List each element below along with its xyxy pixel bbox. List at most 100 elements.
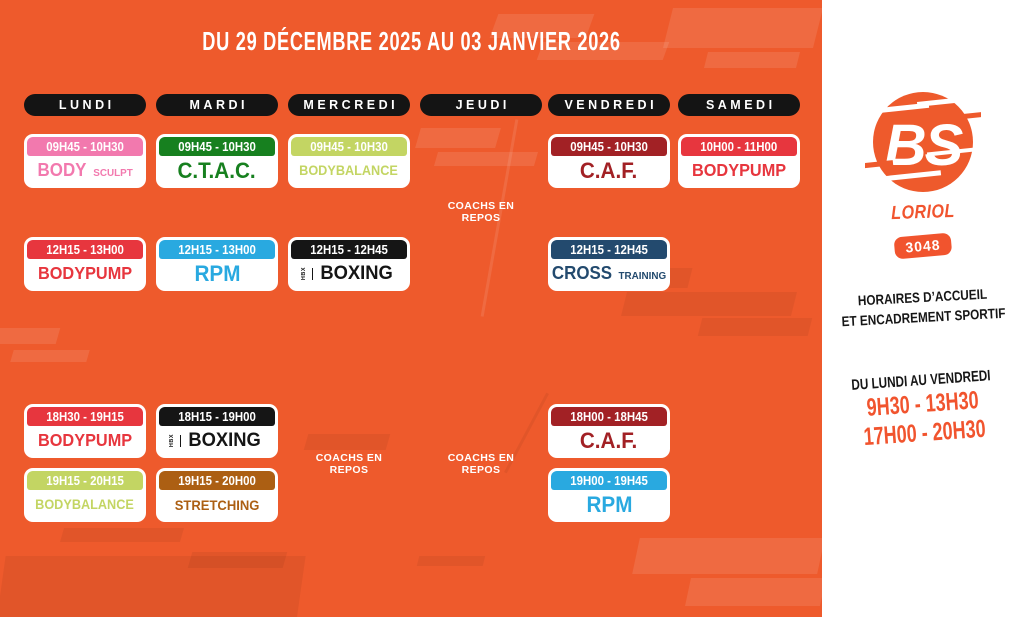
day-header-samedi: SAMEDI <box>678 94 800 116</box>
class-name: BODYPUMP <box>37 430 133 450</box>
class-name: BODYBALANCE <box>299 163 399 178</box>
rest-note-line: COACHS EN <box>447 200 515 212</box>
class-card-rpm: 12H15 - 13H00 RPM <box>156 237 278 291</box>
class-name: BODY <box>38 160 87 180</box>
class-time: 18H00 - 18H45 <box>551 407 667 426</box>
class-name: STRETCHING <box>174 496 260 513</box>
hbx-brand-icon: HBX <box>169 433 176 448</box>
class-card-caf: 18H00 - 18H45 C.A.F. <box>548 404 670 458</box>
hbx-divider <box>311 267 314 280</box>
day-header-jeudi: JEUDI <box>420 94 542 116</box>
class-card-body: CROSS TRAINING <box>551 259 667 288</box>
class-card-ctac: 09H45 - 10H30 C.T.A.C. <box>156 134 278 188</box>
class-card-body: BODY SCULPT <box>27 156 143 185</box>
class-card-body: 09H45 - 10H30 BODY SCULPT <box>24 134 146 188</box>
class-card-caf: 09H45 - 10H30 C.A.F. <box>548 134 670 188</box>
opening-info-heading: HORAIRES D’ACCUEIL ET ENCADREMENT SPORTI… <box>821 282 1024 333</box>
class-name: C.A.F. <box>580 157 638 183</box>
class-card-body: HBX BOXING <box>159 426 275 455</box>
class-time: 12H15 - 13H00 <box>27 240 143 259</box>
class-card-body: BODYPUMP <box>27 259 143 288</box>
class-card-boxing: 18H15 - 19H00 HBX BOXING <box>156 404 278 458</box>
class-time: 09H45 - 10H30 <box>551 137 667 156</box>
poster-title: DU 29 DÉCEMBRE 2025 AU 03 JANVIER 2026 <box>202 26 621 56</box>
background-shape <box>697 318 813 336</box>
coachs-en-repos-note: COACHS EN REPOS <box>288 452 410 476</box>
class-card-bodypump: 18H30 - 19H15 BODYPUMP <box>24 404 146 458</box>
background-shape <box>303 434 391 450</box>
class-card-body: HBX BOXING <box>291 259 407 288</box>
class-name: BODYPUMP <box>691 160 787 180</box>
class-name: BOXING <box>188 429 262 451</box>
class-card-body: C.A.F. <box>551 426 667 455</box>
day-header-vendredi: VENDREDI <box>548 94 670 116</box>
class-time: 18H30 - 19H15 <box>27 407 143 426</box>
class-name: RPM <box>194 260 240 286</box>
class-name: BODYBALANCE <box>35 497 135 512</box>
class-card-cross: 12H15 - 12H45 CROSS TRAINING <box>548 237 670 291</box>
class-card-rpm: 19H00 - 19H45 RPM <box>548 468 670 522</box>
class-card-body: C.T.A.C. <box>159 156 275 185</box>
background-shape <box>433 152 539 166</box>
class-card-body: BODYBALANCE <box>291 156 407 185</box>
class-name: C.T.A.C. <box>177 157 257 183</box>
class-card-stretching: 19H15 - 20H00 STRETCHING <box>156 468 278 522</box>
hbx-brand-icon: HBX <box>301 266 308 281</box>
background-shape <box>416 556 486 566</box>
class-card-body: BODYPUMP <box>681 156 797 185</box>
rest-note-line: REPOS <box>329 464 369 477</box>
class-time: 19H00 - 19H45 <box>551 471 667 490</box>
day-header-lundi: LUNDI <box>24 94 146 116</box>
background-shape <box>685 578 826 606</box>
class-time: 09H45 - 10H30 <box>27 137 143 156</box>
class-time: 19H15 - 20H00 <box>159 471 275 490</box>
class-card-bodypump: 12H15 - 13H00 BODYPUMP <box>24 237 146 291</box>
class-card-body: BODYPUMP <box>27 426 143 455</box>
class-name-suffix: TRAINING <box>618 270 667 282</box>
class-name: C.A.F. <box>580 427 638 453</box>
coachs-en-repos-note: COACHS EN REPOS <box>420 200 542 224</box>
info-sidebar: BS LORIOL 3048 HORAIRES D’ACCUEIL ET ENC… <box>822 0 1024 617</box>
rest-note-line: REPOS <box>461 464 501 477</box>
class-time: 12H15 - 12H45 <box>291 240 407 259</box>
class-time: 18H15 - 19H00 <box>159 407 275 426</box>
class-card-body: C.A.F. <box>551 156 667 185</box>
class-card-body: RPM <box>159 259 275 288</box>
class-card-bodybalance: 09H45 - 10H30 BODYBALANCE <box>288 134 410 188</box>
day-header-mercredi: MERCREDI <box>288 94 410 116</box>
club-location: LORIOL <box>890 200 956 225</box>
hbx-divider <box>179 434 182 447</box>
opening-hours-block: DU LUNDI AU VENDREDI 9H30 - 13H30 17H00 … <box>820 365 1024 454</box>
rest-note-line: REPOS <box>461 212 501 225</box>
class-card-boxing: 12H15 - 12H45 HBX BOXING <box>288 237 410 291</box>
class-name-suffix: SCULPT <box>92 167 133 179</box>
coachs-en-repos-note: COACHS EN REPOS <box>420 452 542 476</box>
background-shape <box>10 350 90 362</box>
background-shape <box>59 528 185 542</box>
class-name: BOXING <box>320 262 394 284</box>
class-card-bodypump: 10H00 - 11H00 BODYPUMP <box>678 134 800 188</box>
class-card-body: BODYBALANCE <box>27 490 143 519</box>
class-time: 12H15 - 13H00 <box>159 240 275 259</box>
class-time: 09H45 - 10H30 <box>159 137 275 156</box>
background-shape <box>0 328 61 344</box>
class-time: 19H15 - 20H15 <box>27 471 143 490</box>
class-name: BODYPUMP <box>37 263 133 283</box>
background-shape <box>632 538 825 574</box>
club-number-badge: 3048 <box>893 232 953 260</box>
background-shape <box>621 292 797 316</box>
class-time: 10H00 - 11H00 <box>681 137 797 156</box>
background-shape <box>415 128 501 148</box>
class-time: 12H15 - 12H45 <box>551 240 667 259</box>
bs-club-logo: BS <box>865 92 981 192</box>
class-card-body: STRETCHING <box>159 490 275 519</box>
logo-letters: BS <box>885 113 964 178</box>
class-card-body: RPM <box>551 490 667 519</box>
day-header-mardi: MARDI <box>156 94 278 116</box>
rest-note-line: COACHS EN <box>447 452 515 464</box>
rest-note-line: COACHS EN <box>315 452 383 464</box>
class-name: RPM <box>586 491 632 517</box>
background-shape <box>0 556 306 617</box>
class-card-bodybalance: 19H15 - 20H15 BODYBALANCE <box>24 468 146 522</box>
